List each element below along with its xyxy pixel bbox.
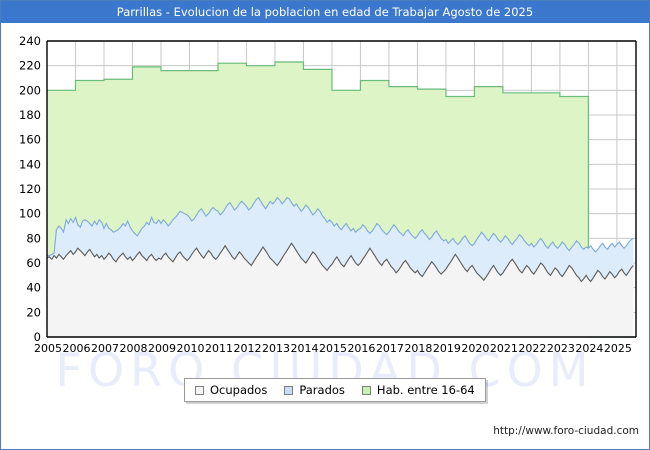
x-tick-label: 2015 (319, 342, 347, 355)
y-tick-label: 220 (19, 59, 41, 73)
x-tick-label: 2022 (518, 342, 546, 355)
window-title: Parrillas - Evolucion de la poblacion en… (1, 1, 649, 23)
legend-entry[interactable]: Ocupados (195, 383, 267, 397)
legend-swatch-icon (195, 385, 204, 395)
x-tick-label: 2025 (604, 342, 632, 355)
legend-entry[interactable]: Hab. entre 16-64 (361, 383, 475, 397)
legend-swatch-icon (284, 385, 294, 395)
x-tick-label: 2006 (62, 342, 90, 355)
legend-entry[interactable]: Parados (284, 383, 345, 397)
y-tick-label: 20 (26, 305, 41, 319)
series-area-ocupados (47, 243, 634, 337)
y-tick-label: 0 (34, 330, 41, 344)
x-tick-label: 2014 (290, 342, 318, 355)
x-tick-label: 2007 (91, 342, 119, 355)
legend-label: Parados (299, 383, 345, 397)
axes (46, 40, 637, 338)
x-tick-label: 2011 (205, 342, 233, 355)
x-tick-label: 2005 (34, 342, 62, 355)
x-tick-label: 2013 (262, 342, 290, 355)
legend-label: Ocupados (210, 383, 268, 397)
y-tick-label: 240 (19, 34, 41, 48)
series-line-ocupados (46, 242, 634, 283)
y-tick-label: 180 (19, 108, 41, 122)
y-tick-label: 120 (19, 182, 41, 196)
legend-swatch-icon (361, 385, 371, 395)
x-tick-label: 2024 (575, 342, 603, 355)
y-tick-label: 200 (19, 83, 41, 97)
x-tick-label: 2009 (148, 342, 176, 355)
series-line-habitantes (47, 61, 636, 338)
y-tick-label: 60 (26, 256, 41, 270)
x-tick-label: 2010 (176, 342, 204, 355)
y-tick-label: 160 (19, 133, 41, 147)
source-url: http://www.foro-ciudad.com (493, 425, 639, 437)
y-axis-tick-labels: 0 20 40 60 80 100 120 140 160 180 200 220 240 (19, 34, 41, 344)
x-axis-tick-labels: 2005 2006 2007 2008 2009 2010 2011 2012 2013 2014… (34, 342, 632, 355)
x-tick-label: 2008 (119, 342, 147, 355)
x-tick-label: 2020 (461, 342, 489, 355)
x-tick-label: 2017 (376, 342, 404, 355)
y-tick-label: 80 (26, 231, 41, 245)
y-tick-label: 100 (19, 207, 41, 221)
chart-legend: Ocupados Parados Hab. entre 16-64 (184, 378, 486, 402)
y-tick-label: 40 (26, 281, 41, 295)
series-line-parados (47, 196, 634, 257)
x-tick-label: 2012 (233, 342, 261, 355)
x-tick-label: 2021 (490, 342, 518, 355)
x-tick-label: 2016 (347, 342, 375, 355)
x-tick-label: 2019 (433, 342, 461, 355)
x-tick-label: 2018 (404, 342, 432, 355)
legend-label: Hab. entre 16-64 (376, 383, 475, 397)
y-tick-label: 140 (19, 157, 41, 171)
x-tick-label: 2023 (547, 342, 575, 355)
